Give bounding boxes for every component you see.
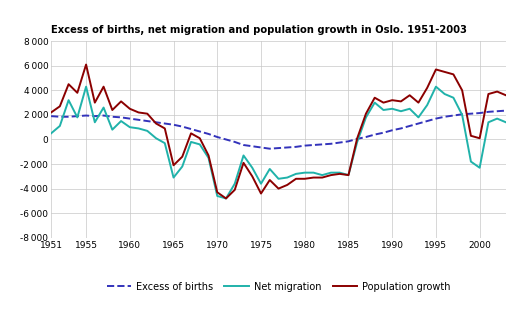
Population growth — [363, 112, 369, 116]
Line: Net migration: Net migration — [51, 87, 506, 198]
Excess of births — [267, 147, 273, 151]
Net migration — [337, 171, 343, 175]
Excess of births — [328, 142, 334, 146]
Population growth — [354, 136, 360, 140]
Excess of births — [319, 143, 326, 146]
Population growth — [48, 111, 54, 114]
Net migration — [503, 120, 509, 124]
Population growth — [223, 197, 229, 200]
Net migration — [415, 115, 422, 119]
Excess of births — [48, 114, 54, 118]
Net migration — [48, 132, 54, 135]
Population growth — [83, 63, 89, 67]
Net migration — [223, 197, 229, 200]
Legend: Excess of births, Net migration, Population growth: Excess of births, Net migration, Populat… — [103, 278, 454, 296]
Excess of births — [345, 139, 352, 143]
Text: Excess of births, net migration and population growth in Oslo. 1951-2003: Excess of births, net migration and popu… — [51, 25, 467, 35]
Net migration — [179, 165, 185, 168]
Population growth — [328, 173, 334, 177]
Excess of births — [503, 109, 509, 113]
Net migration — [354, 140, 360, 144]
Population growth — [179, 155, 185, 158]
Excess of births — [459, 113, 465, 116]
Line: Population growth: Population growth — [51, 65, 506, 198]
Line: Excess of births: Excess of births — [51, 111, 506, 149]
Excess of births — [407, 124, 413, 128]
Net migration — [83, 85, 89, 88]
Population growth — [503, 93, 509, 97]
Population growth — [337, 172, 343, 176]
Net migration — [363, 115, 369, 119]
Population growth — [415, 101, 422, 105]
Net migration — [328, 171, 334, 175]
Excess of births — [171, 123, 177, 126]
